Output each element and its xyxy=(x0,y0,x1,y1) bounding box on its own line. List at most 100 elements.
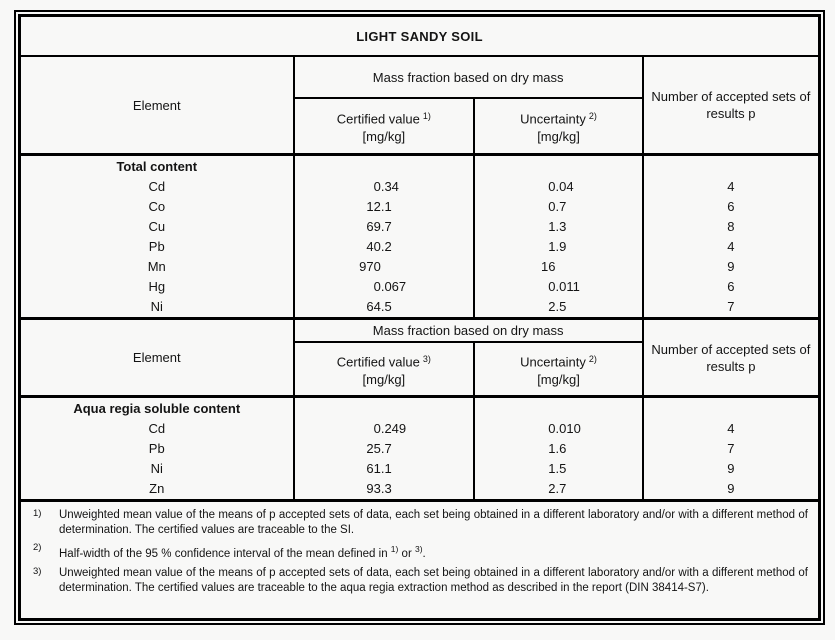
empty-cell xyxy=(292,153,476,177)
section-label-row: Aqua regia soluble content xyxy=(18,395,821,419)
footnote-ref-icon: 3) xyxy=(422,354,431,365)
empty-cell xyxy=(641,395,821,419)
uncertainty-cell: 0.7 xyxy=(473,197,644,217)
certificate-table: LIGHT SANDY SOIL Element Mass fraction b… xyxy=(18,14,821,621)
uncertainty-cell: 2.7 xyxy=(473,479,644,501)
table-row: Zn 93.3 2.7 9 xyxy=(18,479,821,501)
footnote-ref-icon: 3) xyxy=(414,544,423,554)
uncertainty-cell: 1.9 xyxy=(473,237,644,257)
accepted-sets-cell: 4 xyxy=(641,177,821,197)
accepted-sets-cell: 6 xyxy=(641,197,821,217)
section-label: Total content xyxy=(18,153,295,177)
table-row: Co 12.1 0.7 6 xyxy=(18,197,821,217)
title-row: LIGHT SANDY SOIL xyxy=(18,14,821,57)
unit-label: [mg/kg] xyxy=(537,371,580,387)
empty-cell xyxy=(292,395,476,419)
unit-label: [mg/kg] xyxy=(362,371,406,387)
accepted-sets-cell: 8 xyxy=(641,217,821,237)
table-row: Cu 69.7 1.3 8 xyxy=(18,217,821,237)
empty-cell xyxy=(473,395,644,419)
accepted-sets-cell: 7 xyxy=(641,439,821,459)
element-cell: Cd xyxy=(18,177,295,197)
accepted-sets-cell: 4 xyxy=(641,237,821,257)
certified-value-column-header: Certified value 1) [mg/kg] xyxy=(292,97,476,156)
table-row: Pb 40.2 1.9 4 xyxy=(18,237,821,257)
table-title: LIGHT SANDY SOIL xyxy=(18,14,821,57)
accepted-sets-cell: 9 xyxy=(641,459,821,479)
accepted-sets-column-header: Number of accepted sets of results p xyxy=(641,317,821,397)
certified-value-label: Certified value xyxy=(336,111,420,127)
uncertainty-label: Uncertainty xyxy=(520,354,586,370)
header-row-sub-1: Certified value 1) [mg/kg] Uncertainty 2) … xyxy=(20,97,820,156)
element-cell: Mn xyxy=(18,257,295,277)
uncertainty-cell: 16 xyxy=(473,257,644,277)
mass-fraction-group-header: Mass fraction based on dry mass xyxy=(292,317,644,343)
uncertainty-cell: 0.011 xyxy=(473,277,644,297)
header-row-group-1: Element Mass fraction based on dry mass … xyxy=(18,55,821,156)
certified-value-cell: 61.1 xyxy=(292,459,476,479)
table-row: Ni 64.5 2.5 7 xyxy=(18,297,821,319)
footnote-1: 1) Unweighted mean value of the means of… xyxy=(31,508,808,538)
footnotes-cell: 1) Unweighted mean value of the means of… xyxy=(18,499,821,621)
certified-value-cell: 93.3 xyxy=(292,479,476,501)
certified-value-cell: 970 xyxy=(292,257,476,277)
header-row-sub-2: Certified value 3) [mg/kg] Uncertainty 2) … xyxy=(20,341,820,398)
footnote-marker: 1) xyxy=(33,508,42,519)
footnote-ref-icon: 2) xyxy=(588,354,597,365)
accepted-sets-cell: 9 xyxy=(641,257,821,277)
accepted-sets-cell: 4 xyxy=(641,419,821,439)
uncertainty-column-header: Uncertainty 2) [mg/kg] xyxy=(473,341,644,398)
accepted-sets-cell: 7 xyxy=(641,297,821,319)
footnote-text: Half-width of the 95 % confidence interv… xyxy=(59,544,426,560)
uncertainty-column-header: Uncertainty 2) [mg/kg] xyxy=(473,97,644,156)
footnote-ref-icon: 1) xyxy=(390,544,399,554)
unit-label: [mg/kg] xyxy=(537,128,580,144)
footnote-ref-icon: 2) xyxy=(588,111,597,122)
certified-value-cell: 0.249 xyxy=(292,419,476,439)
footnote-text: Unweighted mean value of the means of p … xyxy=(59,566,808,594)
element-column-header: Element xyxy=(18,317,295,397)
certified-value-column-header: Certified value 3) [mg/kg] xyxy=(292,341,476,398)
mass-fraction-group-header: Mass fraction based on dry mass xyxy=(292,55,644,99)
table-row: Cd 0.34 0.04 4 xyxy=(18,177,821,197)
uncertainty-cell: 1.6 xyxy=(473,439,644,459)
uncertainty-cell: 0.010 xyxy=(473,419,644,439)
element-cell: Hg xyxy=(18,277,295,297)
certified-value-cell: 12.1 xyxy=(292,197,476,217)
element-column-header: Element xyxy=(18,55,295,156)
certified-value-cell: 25.7 xyxy=(292,439,476,459)
footnote-marker: 3) xyxy=(33,565,42,577)
uncertainty-cell: 2.5 xyxy=(473,297,644,319)
uncertainty-label: Uncertainty xyxy=(520,111,586,127)
footnote-2: 2) Half-width of the 95 % confidence int… xyxy=(31,542,808,562)
element-cell: Co xyxy=(18,197,295,217)
accepted-sets-column-header: Number of accepted sets of results p xyxy=(641,55,821,156)
certificate-table-frame: LIGHT SANDY SOIL Element Mass fraction b… xyxy=(14,10,825,625)
section-label-row: Total content xyxy=(18,153,821,177)
element-cell: Ni xyxy=(18,297,295,319)
element-cell: Ni xyxy=(18,459,295,479)
element-cell: Zn xyxy=(18,479,295,501)
certified-value-cell: 64.5 xyxy=(292,297,476,319)
table-row: Cd 0.249 0.010 4 xyxy=(18,419,821,439)
table-row: Hg 0.067 0.011 6 xyxy=(18,277,821,297)
table-row: Ni 61.1 1.5 9 xyxy=(18,459,821,479)
element-cell: Cu xyxy=(18,217,295,237)
certified-value-label: Certified value xyxy=(336,354,420,370)
table-row: Pb 25.7 1.6 7 xyxy=(18,439,821,459)
footnote-ref-icon: 1) xyxy=(422,111,431,122)
footnote-text: Unweighted mean value of the means of p … xyxy=(59,509,808,536)
uncertainty-cell: 0.04 xyxy=(473,177,644,197)
certified-value-cell: 0.34 xyxy=(292,177,476,197)
footnotes-row: 1) Unweighted mean value of the means of… xyxy=(18,499,821,621)
section-label: Aqua regia soluble content xyxy=(18,395,295,419)
empty-cell xyxy=(473,153,644,177)
certified-value-cell: 40.2 xyxy=(292,237,476,257)
element-cell: Cd xyxy=(18,419,295,439)
certified-value-cell: 0.067 xyxy=(292,277,476,297)
element-cell: Pb xyxy=(18,439,295,459)
certified-value-cell: 69.7 xyxy=(292,217,476,237)
unit-label: [mg/kg] xyxy=(362,128,406,144)
footnote-3: 3) Unweighted mean value of the means of… xyxy=(31,566,808,596)
uncertainty-cell: 1.5 xyxy=(473,459,644,479)
